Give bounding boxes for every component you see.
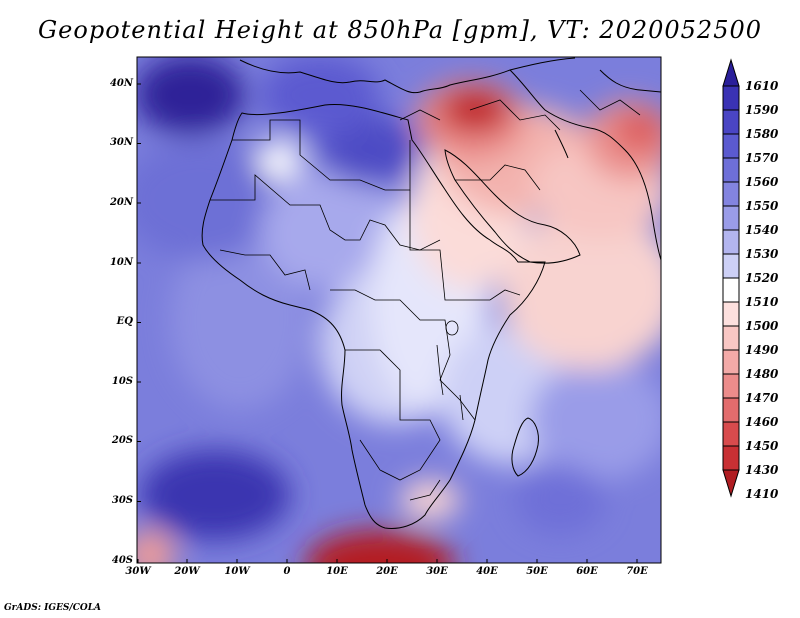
lat-label-40s: 40S bbox=[111, 555, 133, 566]
low-arabian-sea bbox=[615, 110, 661, 150]
lake-tanganyika bbox=[436, 344, 444, 396]
colorbar-label: 1410 bbox=[745, 487, 779, 501]
lat-label-20s: 20S bbox=[111, 435, 133, 446]
border-south bbox=[345, 349, 441, 481]
colorbar-swatch bbox=[722, 253, 740, 279]
border-arabia bbox=[455, 164, 541, 191]
coastlines bbox=[201, 57, 661, 529]
colorbar-label: 1480 bbox=[745, 367, 779, 381]
low-south-africa bbox=[305, 530, 455, 563]
colorbar-label: 1610 bbox=[745, 79, 779, 93]
lat-label-20n: 20N bbox=[109, 197, 133, 208]
colorbar-swatch bbox=[722, 301, 740, 327]
colorbar-label: 1560 bbox=[745, 175, 779, 189]
colorbar-label: 1550 bbox=[745, 199, 779, 213]
colorbar bbox=[722, 58, 740, 498]
lon-label-10e: 10E bbox=[326, 566, 348, 577]
asia-coast-north bbox=[599, 69, 661, 93]
border-sudan bbox=[409, 190, 521, 301]
colorbar-label: 1490 bbox=[745, 343, 779, 357]
colorbar-swatch bbox=[722, 277, 740, 303]
border-lesotho bbox=[409, 479, 441, 501]
footer-credit: GrADS: IGES/COLA bbox=[4, 603, 102, 613]
lon-label-30e: 30E bbox=[426, 566, 448, 577]
lon-label-0: 0 bbox=[283, 566, 291, 577]
colorbar-bottom-arrow bbox=[722, 469, 740, 498]
lon-label-50e: 50E bbox=[526, 566, 548, 577]
colorbar-label: 1580 bbox=[745, 127, 779, 141]
colorbar-label: 1430 bbox=[745, 463, 779, 477]
colorbar-label: 1450 bbox=[745, 439, 779, 453]
chart-title: Geopotential Height at 850hPa [gpm], VT:… bbox=[38, 16, 762, 44]
colorbar-label: 1500 bbox=[745, 319, 779, 333]
lon-label-20w: 20W bbox=[174, 566, 200, 577]
lon-label-30w: 30W bbox=[125, 566, 151, 577]
country-borders bbox=[210, 89, 641, 501]
border-west-africa bbox=[219, 249, 311, 291]
colorbar-swatch bbox=[722, 109, 740, 135]
colorbar-swatch bbox=[722, 229, 740, 255]
border-sahel bbox=[210, 174, 441, 251]
colorbar-swatch bbox=[722, 373, 740, 399]
colorbar-top-arrow bbox=[722, 58, 740, 87]
madagascar-outline bbox=[511, 417, 539, 477]
arabia-outline bbox=[444, 149, 581, 264]
border-asia bbox=[579, 89, 641, 116]
border-sahara bbox=[232, 119, 411, 191]
colorbar-swatch bbox=[722, 349, 740, 375]
lat-label-30n: 30N bbox=[109, 137, 133, 148]
colorbar-label: 1590 bbox=[745, 103, 779, 117]
colorbar-label: 1570 bbox=[745, 151, 779, 165]
asia-coast bbox=[509, 69, 661, 261]
low-middle-east bbox=[440, 88, 510, 132]
lat-label-40n: 40N bbox=[109, 78, 133, 89]
gulf-coast bbox=[554, 129, 569, 159]
colorbar-swatch bbox=[722, 85, 740, 111]
colorbar-swatch bbox=[722, 181, 740, 207]
colorbar-label: 1460 bbox=[745, 415, 779, 429]
africa-outline bbox=[201, 103, 546, 529]
lon-label-20e: 20E bbox=[376, 566, 398, 577]
colorbar-swatch bbox=[722, 397, 740, 423]
colorbar-swatch bbox=[722, 157, 740, 183]
lon-label-10w: 10W bbox=[224, 566, 250, 577]
map-field bbox=[137, 57, 661, 563]
axis-ticks bbox=[137, 83, 638, 563]
colorbar-label: 1470 bbox=[745, 391, 779, 405]
colorbar-swatch bbox=[722, 205, 740, 231]
border-central bbox=[330, 289, 476, 421]
colorbar-swatch bbox=[722, 421, 740, 447]
high-north-atlantic bbox=[137, 57, 245, 135]
colorbar-label: 1520 bbox=[745, 271, 779, 285]
lake-victoria bbox=[445, 320, 459, 336]
lat-label-eq: EQ bbox=[116, 316, 133, 327]
border-levant bbox=[399, 109, 441, 121]
colorbar-label: 1540 bbox=[745, 223, 779, 237]
high-south-atlantic bbox=[140, 450, 290, 540]
lakes bbox=[436, 320, 464, 421]
lat-label-10s: 10S bbox=[111, 376, 133, 387]
colorbar-label: 1510 bbox=[745, 295, 779, 309]
lon-label-70e: 70E bbox=[626, 566, 648, 577]
colorbar-swatch bbox=[722, 133, 740, 159]
lake-malawi bbox=[459, 394, 464, 421]
lon-label-60e: 60E bbox=[576, 566, 598, 577]
lat-label-10n: 10N bbox=[109, 257, 133, 268]
lat-label-30s: 30S bbox=[111, 495, 133, 506]
colorbar-label: 1530 bbox=[745, 247, 779, 261]
border-middle-east bbox=[469, 99, 561, 131]
lon-label-40e: 40E bbox=[476, 566, 498, 577]
europe-coast bbox=[239, 57, 576, 94]
colorbar-swatch bbox=[722, 325, 740, 351]
map-frame bbox=[136, 56, 662, 564]
colorbar-swatch bbox=[722, 445, 740, 471]
field-smooth bbox=[137, 57, 661, 563]
